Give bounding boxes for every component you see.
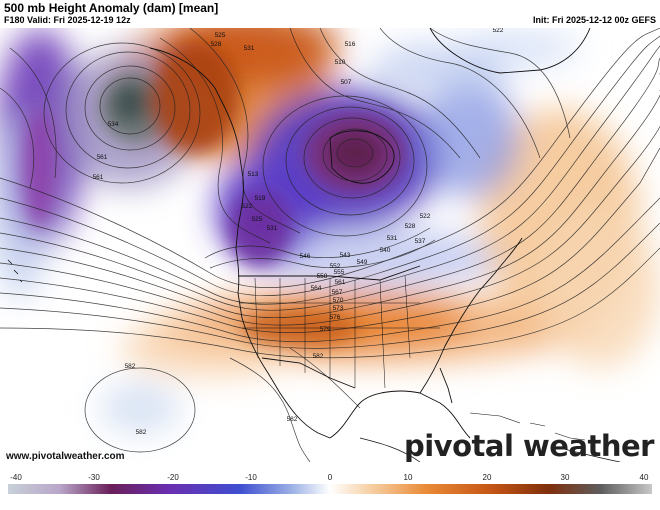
contour-label: 525 bbox=[252, 216, 263, 223]
contour-labels: 528 525 531 534 561 561 513 519 522 525 … bbox=[93, 28, 504, 436]
contour-label: 531 bbox=[267, 225, 278, 232]
contour-label: 546 bbox=[300, 253, 311, 260]
valid-time-label: F180 Valid: Fri 2025-12-19 12z bbox=[4, 15, 131, 25]
contour-label: 513 bbox=[248, 171, 259, 178]
contour-label: 534 bbox=[108, 121, 119, 128]
contour-label: 528 bbox=[211, 41, 222, 48]
colorbar-tick: 0 bbox=[328, 473, 333, 482]
contour-label: 531 bbox=[244, 45, 255, 52]
colorbar-tick: -40 bbox=[10, 473, 22, 482]
contour-label: 564 bbox=[311, 285, 322, 292]
colorbar-tick: 30 bbox=[561, 473, 570, 482]
contour-label: 573 bbox=[333, 305, 344, 312]
contour-label: 567 bbox=[332, 289, 343, 296]
colorbar-tick: 10 bbox=[404, 473, 413, 482]
contour-label: 522 bbox=[242, 203, 253, 210]
contour-label: 507 bbox=[341, 79, 352, 86]
contour-label: 582 bbox=[136, 429, 147, 436]
contour-label: 561 bbox=[335, 279, 346, 286]
contour-label: 540 bbox=[380, 247, 391, 254]
colorbar-tick: 20 bbox=[483, 473, 492, 482]
colorbar-tick: -30 bbox=[88, 473, 100, 482]
map-title: 500 mb Height Anomaly (dam) [mean] bbox=[4, 1, 219, 15]
contour-label: 552 bbox=[330, 263, 341, 270]
contour-label: 582 bbox=[287, 416, 298, 423]
contour-label: 555 bbox=[334, 269, 345, 276]
colorbar-ticks: -40 -30 -20 -10 0 10 20 30 40 bbox=[10, 473, 649, 482]
contour-label: 576 bbox=[330, 314, 341, 321]
contour-label: 561 bbox=[97, 154, 108, 161]
contour-label: 519 bbox=[255, 195, 266, 202]
contour-label: 510 bbox=[335, 59, 346, 66]
height-contours bbox=[0, 28, 660, 462]
contour-label: 579 bbox=[320, 326, 331, 333]
contour-label: 549 bbox=[357, 259, 368, 266]
contour-label: 516 bbox=[345, 41, 356, 48]
init-time-label: Init: Fri 2025-12-12 00z GEFS bbox=[532, 15, 656, 25]
contour-label: 561 bbox=[93, 174, 104, 181]
height-anomaly-map[interactable]: 528 525 531 534 561 561 513 519 522 525 … bbox=[0, 28, 660, 462]
contour-label: 570 bbox=[333, 297, 344, 304]
colorbar-tick: -10 bbox=[245, 473, 257, 482]
colorbar-tick: -20 bbox=[167, 473, 179, 482]
contour-label: 582 bbox=[125, 363, 136, 370]
colorbar-tick: 40 bbox=[640, 473, 649, 482]
coastlines bbox=[7, 28, 621, 462]
anomaly-shading bbox=[0, 28, 660, 433]
map-header: 500 mb Height Anomaly (dam) [mean] F180 … bbox=[0, 0, 660, 28]
contour-label: 522 bbox=[493, 28, 504, 34]
contour-label: 522 bbox=[420, 213, 431, 220]
colorbar: -40 -30 -20 -10 0 10 20 30 40 bbox=[8, 473, 652, 494]
contour-label: 528 bbox=[405, 223, 416, 230]
contour-label: 582 bbox=[313, 353, 324, 360]
colorbar-gradient bbox=[8, 484, 652, 494]
contour-label: 558 bbox=[317, 273, 328, 280]
contour-label: 537 bbox=[415, 238, 426, 245]
credit-link[interactable]: www.pivotalweather.com bbox=[6, 451, 125, 462]
contour-label: 531 bbox=[387, 235, 398, 242]
contour-label: 543 bbox=[340, 252, 351, 259]
contour-label: 525 bbox=[215, 32, 226, 39]
brand-logo-text: pivotal weather bbox=[403, 429, 655, 463]
